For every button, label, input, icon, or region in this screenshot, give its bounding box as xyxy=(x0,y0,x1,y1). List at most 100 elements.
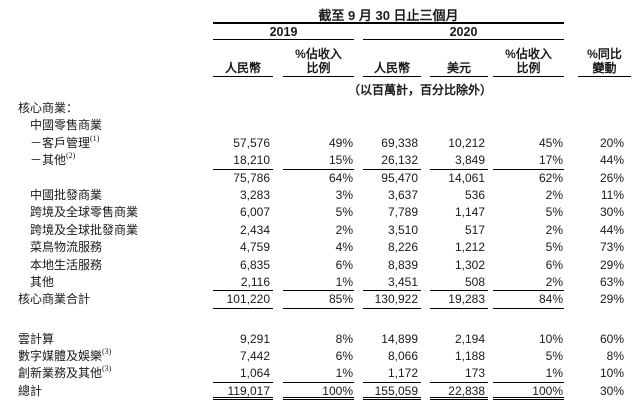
cell-usd-2020: 2,194 xyxy=(454,331,485,346)
table-row-cloud-computing: 雲計算 9,291 8% 14,899 2,194 10% 60% xyxy=(0,331,640,348)
cell-usd-2020: 1,212 xyxy=(454,240,485,255)
table-row-cainiao-logistics: 菜鳥物流服務 4,759 4% 8,226 1,212 5% 73% xyxy=(0,239,640,256)
table-row-china-retail-subtotal: 75,786 64% 95,470 14,061 62% 26% xyxy=(0,170,640,187)
cell-rmb-2020: 26,132 xyxy=(363,152,421,170)
cell-yoy: 20% xyxy=(599,135,624,150)
cell-pct-2020: 2% xyxy=(545,222,563,237)
cell-pct-2020: 62% xyxy=(538,170,563,185)
cell-yoy: 44% xyxy=(599,222,624,237)
cell-rmb-2020: 155,059 xyxy=(363,383,421,401)
header-yoy-line2: 變動 xyxy=(592,61,617,75)
footnote-marker: (1) xyxy=(90,133,100,143)
cell-usd-2020: 1,147 xyxy=(454,205,485,220)
cell-pct-2020: 5% xyxy=(545,349,563,364)
cell-pct-2019: 2% xyxy=(335,222,353,237)
cell-rmb-2019: 1,064 xyxy=(213,365,273,383)
table-row-core-commerce-section: 核心商業： xyxy=(0,100,640,117)
cell-rmb-2020: 95,470 xyxy=(381,170,418,185)
cell-pct-2019: 6% xyxy=(335,257,353,272)
cell-rmb-2019: 2,116 xyxy=(213,274,273,292)
cell-rmb-2019: 101,220 xyxy=(213,291,273,309)
cell-rmb-2020: 8,839 xyxy=(387,257,418,272)
cell-yoy: 30% xyxy=(599,205,624,220)
cell-rmb-2019: 2,434 xyxy=(239,222,270,237)
row-label: 中國零售商業 xyxy=(30,118,103,133)
table-row-crossborder-retail: 跨境及全球零售商業 6,007 5% 7,789 1,147 5% 30% xyxy=(0,204,640,221)
cell-rmb-2019: 9,291 xyxy=(239,331,270,346)
column-header-row: 人民幣 %佔收入 比例 人民幣 美元 %佔收入 比例 %同比 變動 xyxy=(0,41,640,77)
cell-pct-2020: 17% xyxy=(493,152,564,170)
header-pct-2019-line2: 比例 xyxy=(306,61,331,75)
cell-rmb-2019: 75,786 xyxy=(233,170,270,185)
cell-rmb-2019: 18,210 xyxy=(213,152,273,170)
cell-rmb-2019: 4,759 xyxy=(239,240,270,255)
period-title: 截至 9 月 30 日止三個月 xyxy=(213,5,564,24)
row-label-text: －其他 xyxy=(30,153,67,168)
table-row-digital-media: 數字媒體及娛樂(3) 7,442 6% 8,066 1,188 5% 8% xyxy=(0,348,640,365)
cell-pct-2020: 10% xyxy=(538,331,563,346)
cell-yoy: 8% xyxy=(606,349,624,364)
cell-pct-2020: 84% xyxy=(493,291,564,309)
cell-pct-2020: 5% xyxy=(545,205,563,220)
cell-rmb-2020: 1,172 xyxy=(363,365,421,383)
row-label: 中國批發商業 xyxy=(30,187,103,202)
cell-pct-2019: 1% xyxy=(283,365,354,383)
table-body: 核心商業： 中國零售商業 －客戶管理(1) 57,576 49% 69,338 … xyxy=(0,100,640,401)
section-spacer xyxy=(0,309,640,331)
cell-rmb-2020: 3,510 xyxy=(387,222,418,237)
cell-yoy: 29% xyxy=(599,257,624,272)
table-row-core-others: 其他 2,116 1% 3,451 508 2% 63% xyxy=(0,274,640,292)
table-row-china-wholesale: 中國批發商業 3,283 3% 3,637 536 2% 11% xyxy=(0,187,640,204)
row-label: －其他(2) xyxy=(30,152,75,169)
cell-usd-2020: 10,212 xyxy=(448,135,485,150)
cell-usd-2020: 22,838 xyxy=(430,383,488,401)
cell-pct-2020: 5% xyxy=(545,240,563,255)
cell-usd-2020: 508 xyxy=(430,274,488,292)
cell-pct-2020: 2% xyxy=(545,187,563,202)
row-label: 菜鳥物流服務 xyxy=(30,240,103,255)
cell-yoy: 63% xyxy=(599,274,624,289)
cell-rmb-2019: 119,017 xyxy=(213,383,273,401)
cell-yoy: 30% xyxy=(599,383,624,398)
cell-pct-2019: 5% xyxy=(335,205,353,220)
cell-rmb-2019: 7,442 xyxy=(239,349,270,364)
cell-pct-2019: 64% xyxy=(328,170,353,185)
cell-pct-2019: 85% xyxy=(283,291,354,309)
cell-usd-2020: 536 xyxy=(464,187,485,202)
row-label: －客戶管理(1) xyxy=(30,133,100,152)
row-label: 跨境及全球零售商業 xyxy=(30,205,139,220)
cell-pct-2020: 45% xyxy=(538,135,563,150)
cell-rmb-2020: 69,338 xyxy=(381,135,418,150)
row-label: 雲計算 xyxy=(18,331,55,346)
row-label-text: 數字媒體及娛樂 xyxy=(18,349,103,364)
cell-rmb-2020: 14,899 xyxy=(381,331,418,346)
header-usd-2020: 美元 xyxy=(430,41,488,77)
table-row-local-services: 本地生活服務 6,835 6% 8,839 1,302 6% 29% xyxy=(0,257,640,274)
header-pct-of-revenue-2019: %佔收入 比例 xyxy=(283,41,354,77)
header-pct-2019-line1: %佔收入 xyxy=(295,47,342,61)
cell-rmb-2020: 7,789 xyxy=(387,205,418,220)
header-yoy-change: %同比 變動 xyxy=(578,41,631,77)
cell-pct-2020: 100% xyxy=(493,383,564,401)
row-label: 核心商業： xyxy=(18,101,79,115)
cell-rmb-2019: 57,576 xyxy=(233,135,270,150)
cell-usd-2020: 3,849 xyxy=(430,152,488,170)
header-usd-2020-label: 美元 xyxy=(446,61,471,75)
table-row-core-commerce-total: 核心商業合計 101,220 85% 130,922 19,283 84% 29… xyxy=(0,291,640,309)
cell-pct-2019: 8% xyxy=(335,331,353,346)
row-label: 跨境及全球批發商業 xyxy=(30,222,139,237)
row-label: 本地生活服務 xyxy=(30,257,103,272)
cell-pct-2019: 1% xyxy=(283,274,354,292)
cell-rmb-2019: 3,283 xyxy=(239,187,270,202)
cell-rmb-2020: 3,451 xyxy=(363,274,421,292)
cell-usd-2020: 1,302 xyxy=(454,257,485,272)
table-row-crossborder-wholesale: 跨境及全球批發商業 2,434 2% 3,510 517 2% 44% xyxy=(0,222,640,239)
footnote-marker: (3) xyxy=(102,347,112,357)
cell-pct-2019: 49% xyxy=(328,135,353,150)
cell-yoy: 11% xyxy=(600,187,624,202)
row-label-text: －客戶管理 xyxy=(30,135,91,150)
header-pct-2020-line2: 比例 xyxy=(516,61,541,75)
cell-rmb-2020: 8,226 xyxy=(387,240,418,255)
cell-yoy: 29% xyxy=(599,292,624,307)
